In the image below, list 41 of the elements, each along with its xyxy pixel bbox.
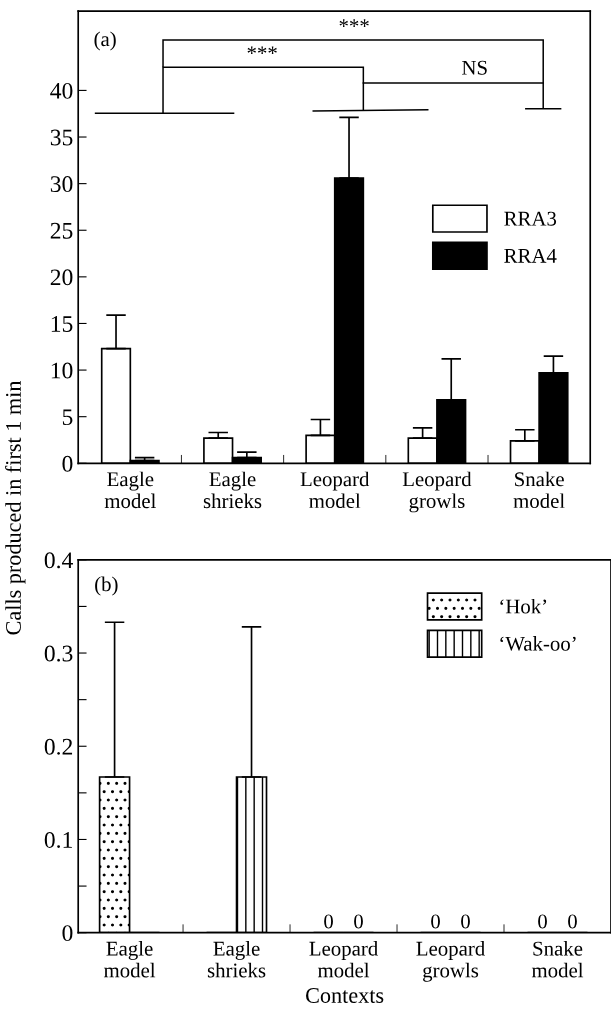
- x-tick-label: Eagle shrieks: [207, 941, 266, 978]
- legend-label: ‘Wak-oo’: [500, 636, 576, 651]
- y-tick-label: 40: [50, 82, 73, 99]
- legend-label: RRA4: [504, 248, 557, 263]
- annotation: NS: [462, 60, 487, 75]
- x-tick-label: Leopard growls: [416, 941, 485, 982]
- x-tick-label: Leopard model: [309, 941, 378, 978]
- x-tick-label: Eagle model: [104, 471, 156, 509]
- y-tick-label: 0: [62, 455, 73, 472]
- y-tick-label: 10: [51, 362, 73, 379]
- x-axis-title: Contexts: [306, 988, 384, 1003]
- y-tick-label: 25: [50, 222, 73, 239]
- annotation: ***: [247, 46, 277, 55]
- x-tick-label: Leopard model: [300, 471, 370, 509]
- y-tick-label: 0.2: [44, 738, 73, 755]
- x-tick-label: Snake model: [531, 941, 584, 978]
- data-label: 0: [431, 914, 440, 929]
- y-tick-label: 5: [62, 409, 73, 426]
- y-tick-label: 0: [62, 925, 73, 942]
- annotation: (a): [94, 31, 116, 51]
- y-tick-label: 15: [51, 316, 73, 332]
- data-label: 0: [324, 914, 333, 929]
- y-tick-label: 20: [50, 269, 73, 286]
- data-label: 0: [568, 914, 577, 929]
- y-axis-title: Calls produced in first 1 min: [5, 380, 26, 635]
- x-tick-label: Leopard growls: [402, 471, 472, 513]
- y-tick-label: 0.1: [44, 831, 72, 848]
- y-tick-label: 0.3: [44, 645, 73, 662]
- y-tick-label: 0.4: [44, 552, 73, 569]
- data-label: 0: [354, 914, 363, 929]
- legend-label: RRA3: [504, 211, 557, 226]
- annotation: ***: [339, 19, 369, 27]
- legend-label: ‘Hok’: [500, 598, 547, 614]
- annotation: (b): [95, 576, 118, 596]
- y-tick-label: 30: [50, 176, 73, 193]
- y-tick-label: 35: [50, 129, 73, 146]
- x-tick-label: Snake model: [513, 471, 565, 509]
- data-label: 0: [461, 914, 470, 929]
- x-tick-label: Eagle shrieks: [203, 471, 262, 509]
- data-label: 0: [538, 914, 547, 929]
- x-tick-label: Eagle model: [103, 941, 156, 978]
